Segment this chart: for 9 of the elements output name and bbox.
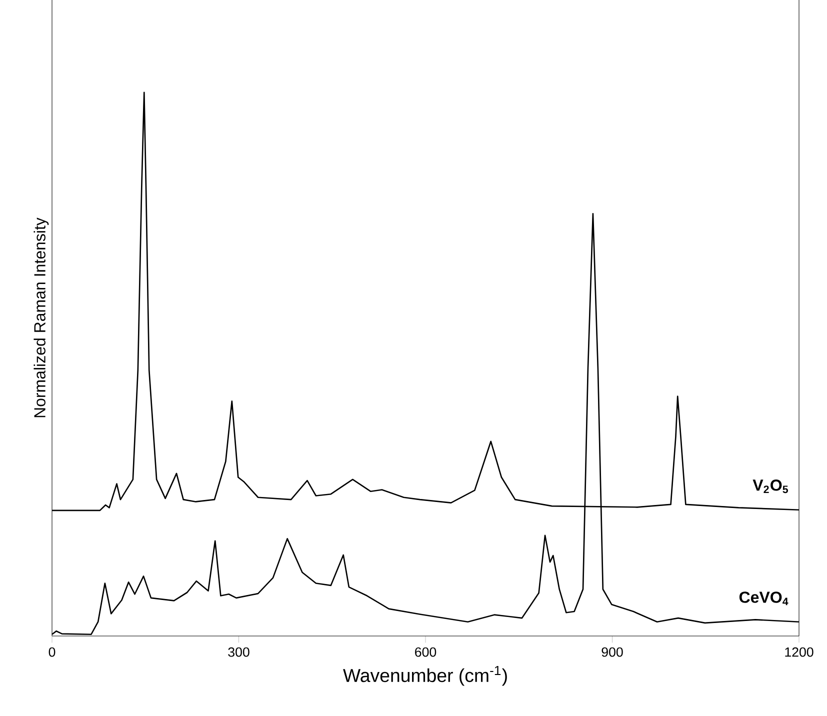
x-tick-label: 1200: [785, 647, 814, 657]
x-tick-label: 0: [48, 647, 56, 657]
x-tick-label: 600: [415, 647, 436, 657]
x-tick-label: 900: [602, 647, 623, 657]
y-axis-title: Normalized Raman Intensity: [34, 218, 49, 418]
x-tick-label: 300: [228, 647, 250, 657]
x-axis-title: Wavenumber (cm$^{-1}$): [343, 666, 507, 686]
series-label: V$_{2}$O$_{5}$: [752, 479, 788, 494]
series-label: CeVO$_{4}$: [739, 592, 788, 606]
